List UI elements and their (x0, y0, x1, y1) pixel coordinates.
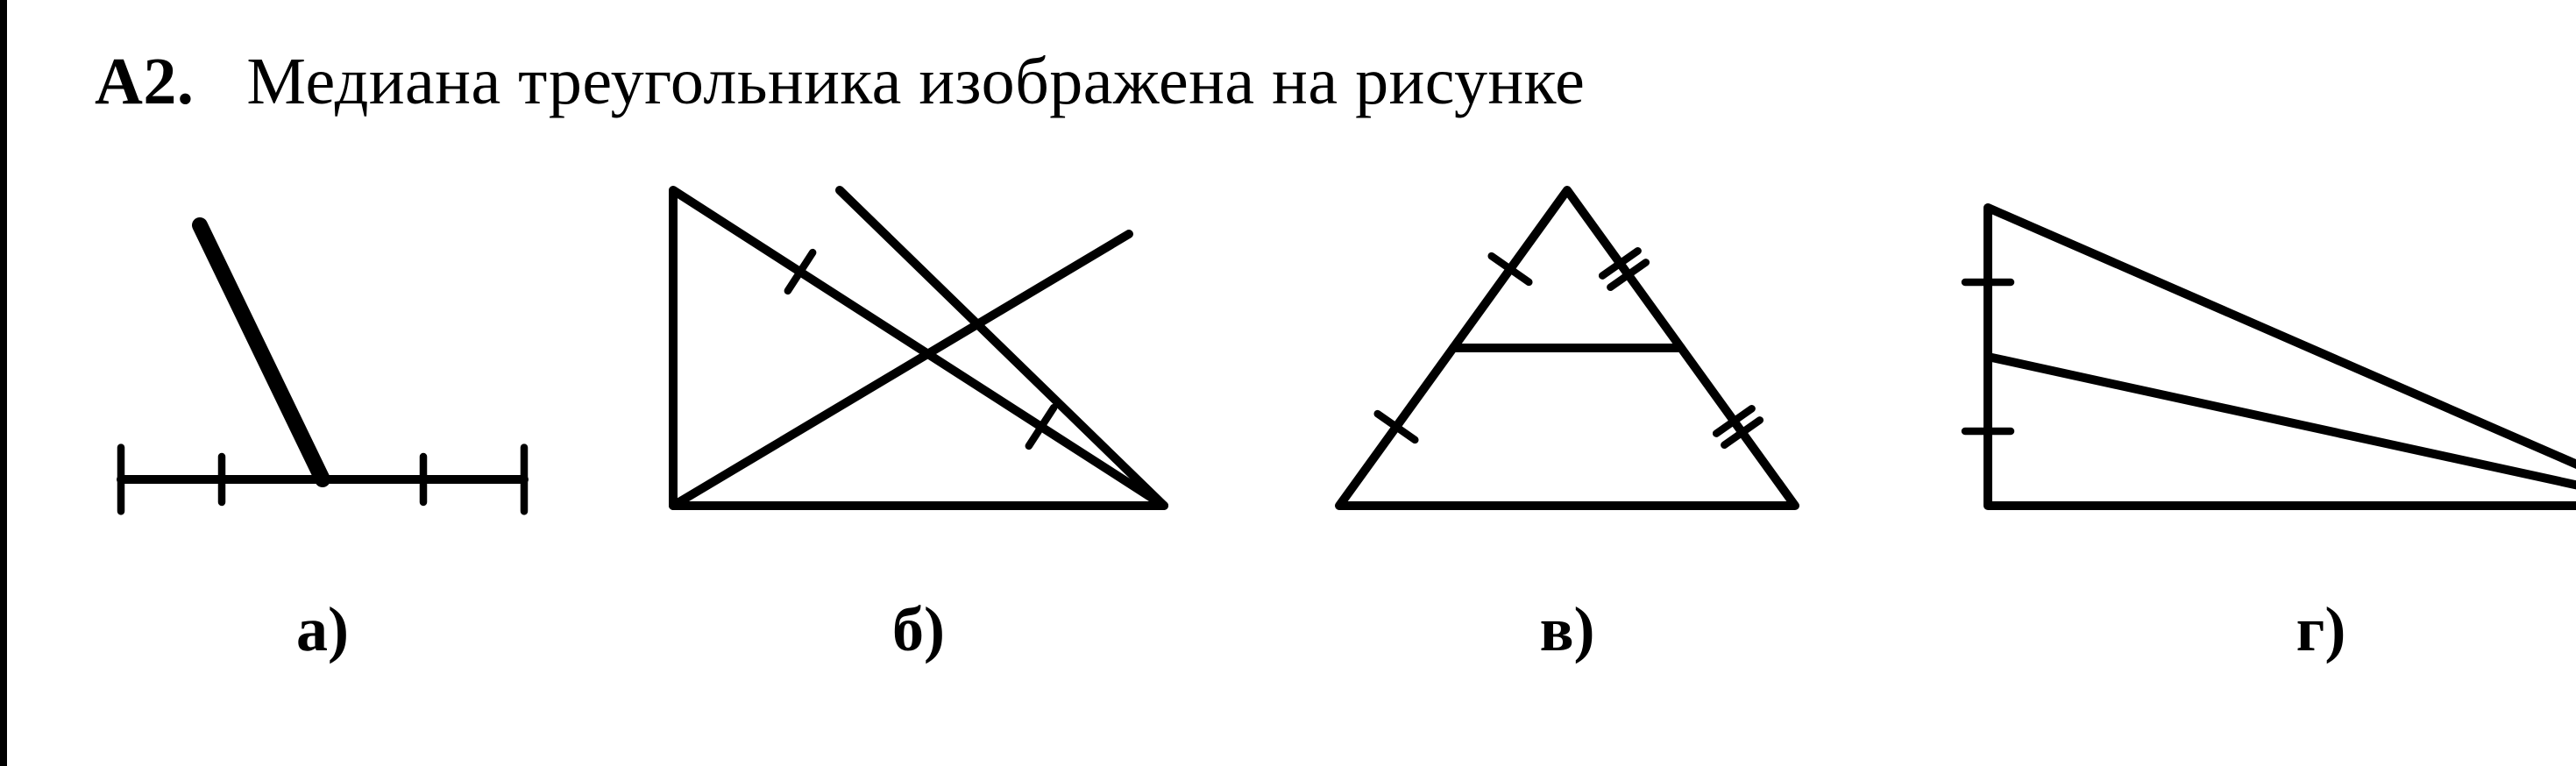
caption-v: в) (1540, 593, 1595, 666)
page-root: А2. Медиана треугольника изображена на ри… (0, 0, 2576, 766)
figure-v: в) (1287, 155, 1848, 666)
figure-b: б) (638, 155, 1199, 666)
figures-row: а) б) в) г) (95, 155, 2523, 666)
figure-g: г) (1935, 155, 2576, 666)
caption-b: б) (892, 593, 945, 666)
figure-g-svg (1935, 155, 2576, 541)
figure-a-svg (95, 173, 550, 541)
caption-a: а) (296, 593, 349, 666)
figure-a: а) (95, 173, 550, 666)
figure-v-svg (1287, 155, 1848, 541)
caption-g: г) (2296, 593, 2346, 666)
figure-b-svg (638, 155, 1199, 541)
question-number: А2. (95, 45, 194, 118)
question-text: Медиана треугольника изображена на рисун… (246, 45, 1585, 118)
question-line: А2. Медиана треугольника изображена на ри… (95, 44, 2523, 120)
